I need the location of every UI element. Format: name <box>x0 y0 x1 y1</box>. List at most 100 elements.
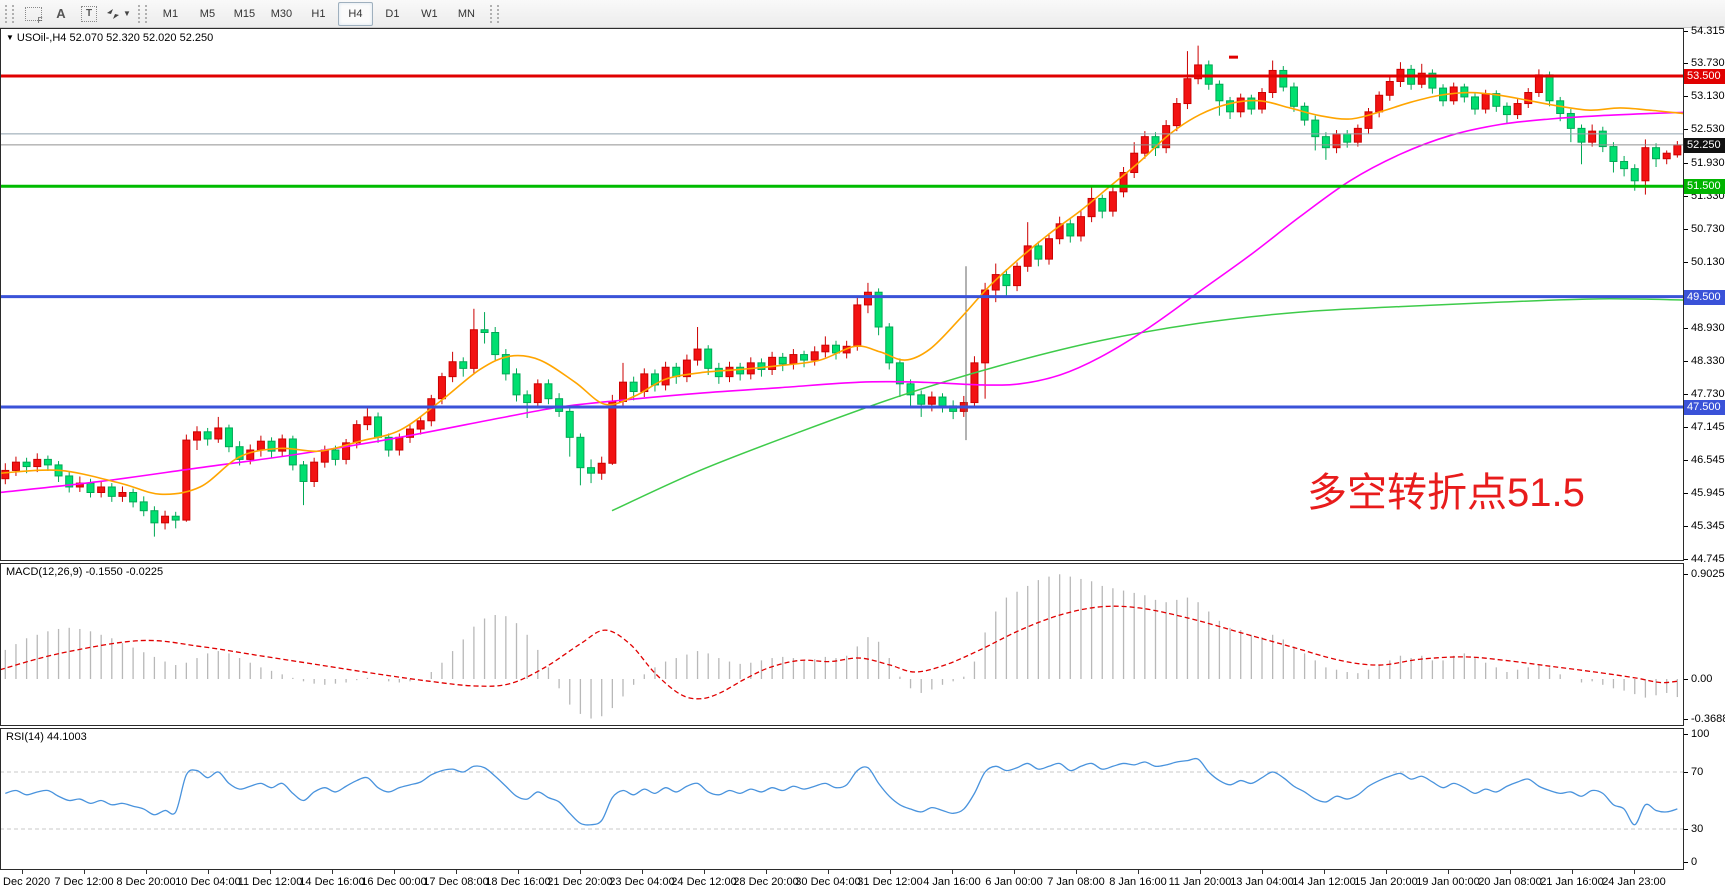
candle-body <box>1034 245 1043 260</box>
arrows-icon <box>107 8 119 19</box>
time-axis-label: 8 Dec 20:00 <box>116 876 176 888</box>
timeframe-button-W1[interactable]: W1 <box>421 7 438 20</box>
candle-body <box>821 344 830 353</box>
rsi-pane: RSI(14) 44.1003 100 70 30 0 <box>0 728 1725 870</box>
timeframe-button-M15[interactable]: M15 <box>233 7 256 20</box>
timeframe-button-M30[interactable]: M30 <box>270 7 293 20</box>
main-chart-pane: 多空转折点51.5 ▼ USOil-,H4 52.070 52.320 52.02… <box>0 25 1725 565</box>
price-axis-label: -0.3688 <box>1691 713 1725 725</box>
candle-body <box>395 436 404 451</box>
candle-body <box>1194 64 1203 80</box>
price-axis-label: 54.315 <box>1691 25 1725 37</box>
candle-body <box>1524 92 1533 105</box>
ma-fast-orange-line <box>0 91 1684 496</box>
candle-body <box>895 362 904 385</box>
candle-body <box>374 416 383 438</box>
rsi-axis[interactable]: 100 70 30 0 <box>1684 728 1725 870</box>
text-label-button[interactable]: A <box>48 2 74 26</box>
candle-body <box>800 354 809 361</box>
pane-separator-2[interactable] <box>0 726 1725 728</box>
axis-tick <box>1684 772 1688 773</box>
candle-body <box>437 376 446 400</box>
rsi-plot[interactable]: RSI(14) 44.1003 <box>0 728 1684 870</box>
candle-body <box>1045 238 1053 260</box>
candle-body <box>1289 86 1298 107</box>
timeframe-button-M5[interactable]: M5 <box>199 7 216 20</box>
ma-slow-green-line <box>611 298 1684 512</box>
timeframe-button-M1[interactable]: M1 <box>162 7 179 20</box>
text-box-button[interactable]: T <box>76 2 102 26</box>
candle-body <box>789 354 798 365</box>
price-axis-label: 45.345 <box>1691 520 1725 532</box>
price-axis[interactable]: 54.315 53.730 53.130 52.530 51.930 51.330 50.7… <box>1684 25 1725 565</box>
candle-body <box>1417 72 1426 85</box>
time-axis-label: 31 Dec 12:00 <box>857 876 923 888</box>
arrow-objects-button[interactable]: ▼ <box>104 2 132 26</box>
time-axis-label: 13 Jan 04:00 <box>1230 876 1294 888</box>
candle-body <box>150 510 159 524</box>
candle-body <box>970 362 979 404</box>
candle-body <box>725 366 734 378</box>
time-tick <box>1510 870 1511 874</box>
time-tick <box>22 870 23 874</box>
candle-body <box>1247 97 1256 110</box>
candle-body <box>342 442 351 460</box>
candle-body <box>533 383 542 404</box>
time-tick <box>1200 870 1201 874</box>
macd-axis[interactable]: 0.9025 0.00 -0.3688 <box>1684 563 1725 726</box>
main-plot[interactable]: 多空转折点51.5 ▼ USOil-,H4 52.070 52.320 52.02… <box>0 28 1684 561</box>
candle-body <box>288 438 297 466</box>
candle-body <box>619 381 627 402</box>
candle-body <box>1183 78 1192 105</box>
candle-body <box>501 354 510 375</box>
price-axis-label: 0 <box>1691 856 1698 868</box>
candle-body <box>1311 119 1320 138</box>
time-tick <box>1014 870 1015 874</box>
rsi-line <box>5 757 1678 826</box>
pane-separator[interactable] <box>0 561 1725 563</box>
timeframe-button-D1[interactable]: D1 <box>385 7 400 20</box>
macd-plot[interactable]: MACD(12,26,9) -0.1550 -0.0225 <box>0 563 1684 726</box>
axis-tick <box>1684 427 1688 428</box>
axis-tick <box>1684 328 1688 329</box>
macd-label: MACD(12,26,9) -0.1550 -0.0225 <box>6 566 164 578</box>
candle-body <box>1279 69 1288 88</box>
candle-body <box>139 501 148 512</box>
axis-tick <box>1684 96 1688 97</box>
candle-body <box>1076 216 1085 237</box>
time-tick <box>642 870 643 874</box>
candle-body <box>1055 223 1064 240</box>
axis-tick <box>1684 574 1688 575</box>
red-marker <box>1229 55 1238 59</box>
candle-body <box>587 467 596 474</box>
candle-body <box>235 446 244 460</box>
time-axis-label: 24 Dec 12:00 <box>671 876 737 888</box>
candle-body <box>597 462 606 474</box>
timeframe-button-H1[interactable]: H1 <box>311 7 326 20</box>
fibo-grid-icon: F <box>24 6 43 25</box>
timeframe-button-H4[interactable]: H4 <box>337 1 373 26</box>
time-tick <box>828 870 829 874</box>
candle-body <box>11 461 20 471</box>
candle-body <box>363 416 372 426</box>
toolbar-drag-handle[interactable] <box>5 4 14 23</box>
time-axis-label: 18 Dec 16:00 <box>485 876 551 888</box>
price-axis-label: 48.330 <box>1691 355 1725 367</box>
timeframe-button-MN[interactable]: MN <box>457 7 475 20</box>
axis-tick <box>1684 63 1688 64</box>
time-axis-label: 17 Dec 08:00 <box>423 876 489 888</box>
fibonacci-grid-icon[interactable]: F <box>20 2 46 26</box>
candle-body <box>863 291 872 306</box>
candle-body <box>352 424 361 444</box>
axis-tick <box>1684 361 1688 362</box>
candle-body <box>544 383 553 400</box>
candle-body <box>416 420 425 430</box>
candle-body <box>43 458 52 466</box>
candle-body <box>1428 72 1437 89</box>
time-axis-label: 20 Jan 08:00 <box>1478 876 1542 888</box>
candle-body <box>1108 191 1117 212</box>
macd-signal-line <box>0 605 1678 700</box>
price-badge-53.500: 53.500 <box>1684 69 1725 84</box>
symbol-dropdown-icon[interactable]: ▼ <box>6 33 14 42</box>
